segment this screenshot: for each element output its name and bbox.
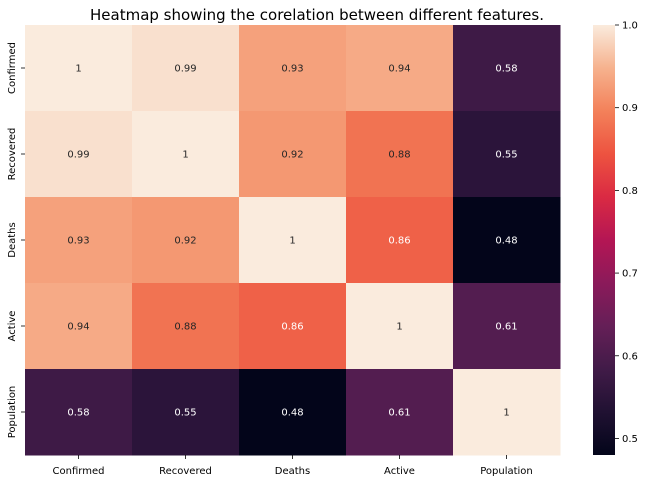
heatmap-cell-label-2-0: 0.93 [67,236,89,247]
heatmap-cells [25,25,561,456]
heatmap-cell-4-2 [239,369,347,456]
heatmap-cell-2-1 [132,197,240,284]
heatmap-cell-0-4 [453,25,561,112]
y-tick-label-3: Active [7,311,18,342]
colorbar-tick-label-3: 0.8 [622,186,638,197]
heatmap-cell-label-1-0: 0.99 [67,150,89,161]
heatmap-cell-label-3-1: 0.88 [174,322,196,333]
heatmap-cell-label-3-4: 0.61 [495,322,517,333]
y-tick-label-1: Recovered [7,128,18,181]
heatmap-cell-label-2-4: 0.48 [495,236,517,247]
colorbar: 0.5 0.6 0.7 0.8 0.9 1.0 [593,21,638,455]
heatmap-cell-4-3 [346,369,454,456]
heatmap-cell-4-1 [132,369,240,456]
heatmap-cell-2-2 [239,197,347,284]
heatmap-cell-0-3 [346,25,454,112]
heatmap-cell-3-2 [239,283,347,370]
heatmap-cell-label-1-2: 0.92 [281,150,303,161]
heatmap-cell-3-1 [132,283,240,370]
heatmap-cell-labels: 1 0.99 0.93 0.94 0.58 0.99 1 0.92 0.88 0.55 0.93 0.… [67,64,517,419]
heatmap-cell-label-0-4: 0.58 [495,64,517,75]
heatmap-cell-label-3-0: 0.94 [67,322,89,333]
x-tick-label-2: Deaths [275,466,310,477]
y-tick-label-2: Deaths [7,222,18,257]
colorbar-gradient [593,25,615,455]
heatmap-cell-label-4-2: 0.48 [281,408,303,419]
heatmap-cell-label-0-2: 0.93 [281,64,303,75]
heatmap-cell-label-1-3: 0.88 [388,150,410,161]
heatmap-cell-0-1 [132,25,240,112]
x-axis-tick-labels: Confirmed Recovered Deaths Active Population [53,455,533,477]
heatmap-cell-2-3 [346,197,454,284]
heatmap-cell-4-4 [453,369,561,456]
heatmap-cell-label-0-3: 0.94 [388,64,410,75]
heatmap-cell-2-0 [25,197,133,284]
chart-title: Heatmap showing the corelation between d… [90,6,544,24]
heatmap-cell-0-0 [25,25,133,112]
heatmap-cell-label-2-2: 1 [289,236,295,247]
y-axis-tick-labels: Confirmed Recovered Deaths Active Population [7,42,25,438]
x-tick-label-3: Active [384,466,415,477]
heatmap-cell-label-4-3: 0.61 [388,408,410,419]
heatmap-cell-label-2-3: 0.86 [388,236,410,247]
heatmap-cell-3-3 [346,283,454,370]
heatmap-cell-label-4-1: 0.55 [174,408,196,419]
heatmap-cell-label-3-2: 0.86 [281,322,303,333]
heatmap-cell-1-2 [239,111,347,198]
x-tick-label-4: Population [480,466,533,477]
colorbar-tick-label-0: 0.5 [622,434,638,445]
colorbar-tick-label-4: 0.9 [622,103,638,114]
heatmap-cell-label-4-4: 1 [503,408,509,419]
heatmap-cell-1-1 [132,111,240,198]
x-tick-label-1: Recovered [159,466,212,477]
heatmap-cell-1-4 [453,111,561,198]
heatmap-cell-label-2-1: 0.92 [174,236,196,247]
y-tick-label-0: Confirmed [7,42,18,94]
colorbar-tick-label-5: 1.0 [622,21,638,32]
x-tick-label-0: Confirmed [53,466,105,477]
heatmap-cell-3-0 [25,283,133,370]
heatmap-cell-3-4 [453,283,561,370]
heatmap-cell-label-0-0: 1 [75,64,81,75]
colorbar-tick-label-2: 0.7 [622,269,638,280]
heatmap-cell-label-1-4: 0.55 [495,150,517,161]
heatmap-cell-label-3-3: 1 [396,322,402,333]
colorbar-tick-label-1: 0.6 [622,351,638,362]
heatmap-cell-1-0 [25,111,133,198]
heatmap-cell-label-4-0: 0.58 [67,408,89,419]
heatmap-cell-label-0-1: 0.99 [174,64,196,75]
heatmap-cell-0-2 [239,25,347,112]
heatmap-cell-2-4 [453,197,561,284]
heatmap-cell-label-1-1: 1 [182,150,188,161]
heatmap-cell-1-3 [346,111,454,198]
heatmap-cell-4-0 [25,369,133,456]
y-tick-label-4: Population [7,386,18,439]
